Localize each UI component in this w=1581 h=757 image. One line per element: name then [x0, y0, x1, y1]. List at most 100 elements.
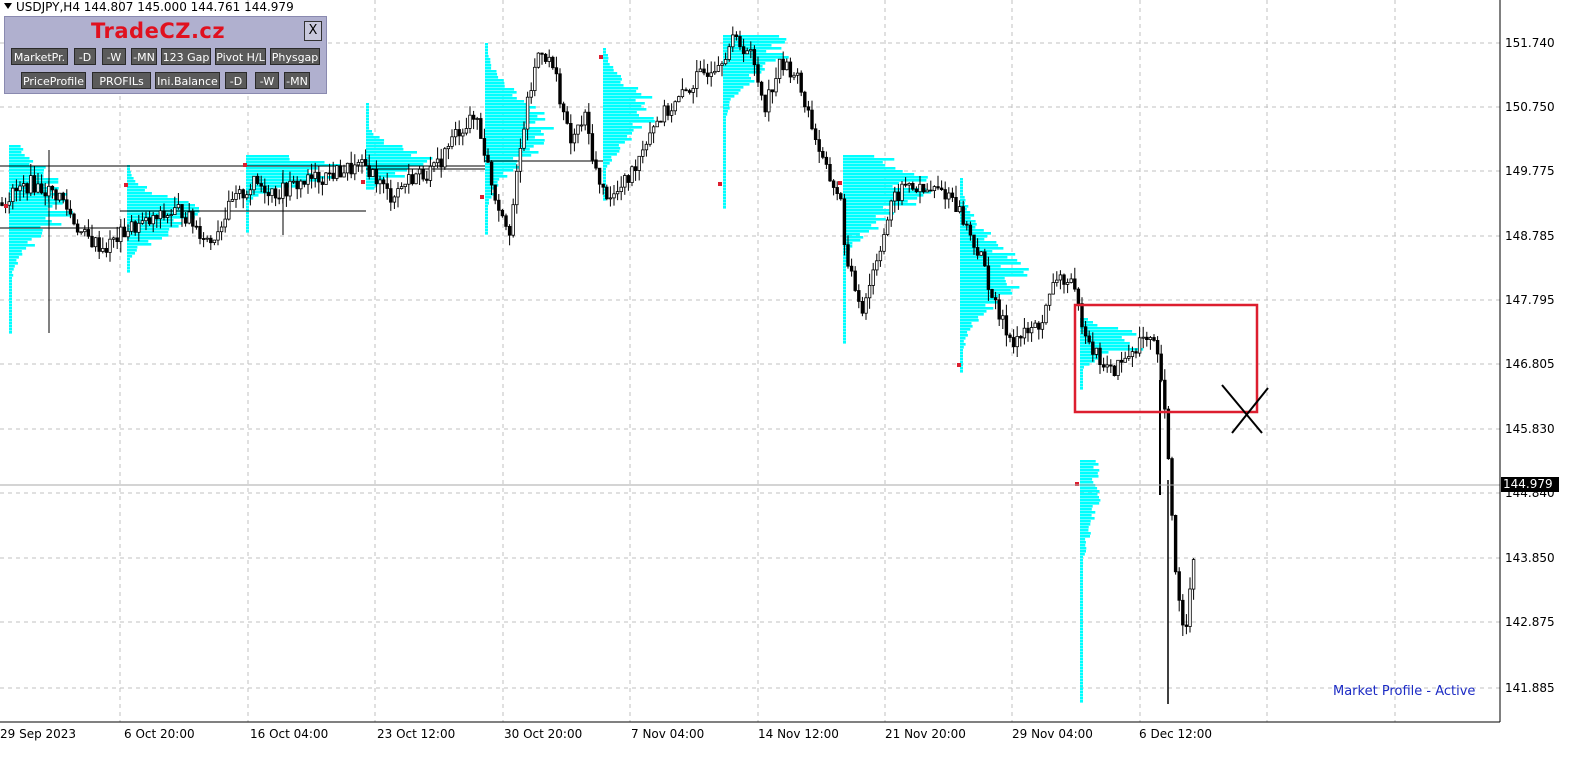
profile-bar: [603, 108, 647, 111]
priceprofile-button[interactable]: PriceProfile: [21, 72, 86, 89]
candle-body: [669, 110, 674, 116]
candle-body: [79, 231, 83, 234]
collapse-triangle-icon[interactable]: [4, 3, 12, 9]
physgap-button[interactable]: Physgap: [270, 48, 320, 65]
profile-bar: [603, 99, 636, 102]
profile-bar: [127, 168, 130, 171]
profile-bar: [960, 349, 963, 352]
candle-body: [486, 154, 490, 163]
profile-bar: [843, 254, 848, 257]
candle-body: [518, 147, 523, 172]
candle-body: [853, 270, 857, 291]
candle-body: [371, 169, 375, 177]
profile-bar: [723, 128, 726, 131]
profile-bar: [603, 129, 634, 132]
profile-bar: [366, 118, 369, 121]
profile-bar: [603, 111, 637, 114]
profils-button[interactable]: PROFILs: [92, 72, 151, 89]
cross-mark-icon[interactable]: [1221, 384, 1269, 434]
profile-bar: [843, 194, 924, 197]
profile-bar: [246, 182, 307, 185]
profile-bar: [723, 143, 726, 146]
candle-body: [929, 189, 933, 192]
profile-bar: [960, 340, 964, 343]
candle-body: [302, 180, 307, 185]
panel-close-button[interactable]: X: [304, 21, 322, 41]
candle-body: [583, 111, 587, 126]
profile-bar: [1080, 688, 1083, 691]
profile-bar: [1080, 366, 1084, 369]
profile-bar: [1080, 460, 1096, 463]
daily-profile-button[interactable]: -D: [225, 72, 247, 89]
candle-body: [90, 235, 94, 248]
candle-body: [198, 225, 202, 239]
profile-bar: [246, 188, 274, 191]
candle-body: [1116, 359, 1120, 376]
candle-body: [623, 175, 627, 188]
profile-bar: [366, 154, 412, 157]
profile-bar: [9, 283, 12, 286]
candle-body: [594, 159, 598, 169]
profile-bar: [9, 316, 12, 319]
profile-bar: [366, 127, 370, 130]
profile-bar: [1080, 562, 1084, 565]
candle-body: [806, 106, 811, 111]
profile-bar: [1080, 625, 1083, 628]
profile-bar: [603, 126, 642, 129]
profile-bar: [246, 200, 251, 203]
profile-bar: [127, 255, 133, 258]
candle-body: [1105, 364, 1109, 368]
profile-bar: [246, 158, 290, 161]
candle-body: [493, 184, 497, 201]
daily-button[interactable]: -D: [74, 48, 96, 65]
candle-body: [122, 226, 127, 238]
candle-body: [317, 171, 321, 183]
candle-body: [1033, 322, 1037, 328]
candle-body: [774, 78, 778, 93]
pivot-hl-button[interactable]: Pivot H/L: [215, 48, 266, 65]
profile-bar: [485, 91, 517, 94]
profile-bar: [485, 202, 489, 205]
candle-body: [356, 161, 361, 166]
profile-bar: [723, 71, 762, 74]
monthly-button[interactable]: -MN: [131, 48, 157, 65]
gap-123-button[interactable]: 123 Gap: [161, 48, 211, 65]
profile-bar: [1080, 550, 1086, 553]
initial-balance-button[interactable]: Ini.Balance: [155, 72, 220, 89]
weekly-profile-button[interactable]: -W: [255, 72, 279, 89]
profile-bar: [843, 224, 872, 227]
candle-body: [975, 247, 980, 256]
profile-bar: [1080, 538, 1086, 541]
candle-body: [788, 61, 793, 78]
profile-bar: [843, 176, 928, 179]
weekly-button[interactable]: -W: [102, 48, 126, 65]
profile-bar: [9, 319, 12, 322]
candle-body: [11, 187, 15, 202]
candle-body: [1148, 337, 1153, 340]
profile-bar: [723, 89, 741, 92]
candle-body: [36, 183, 40, 193]
candle-body: [446, 145, 451, 150]
profile-bar: [960, 193, 963, 196]
candle-body: [612, 193, 616, 199]
profile-bar: [960, 265, 1001, 268]
candle-body: [403, 183, 407, 187]
profile-bar: [723, 86, 744, 89]
profile-bar: [1080, 685, 1083, 688]
candle-body: [846, 244, 850, 267]
candle-body: [205, 237, 209, 240]
profile-bar: [960, 301, 1001, 304]
candle-body: [144, 217, 148, 222]
profile-bar: [603, 165, 608, 168]
candle-body: [435, 158, 440, 164]
profile-bar: [1080, 336, 1122, 339]
profile-bar: [9, 286, 12, 289]
candle-body: [907, 182, 911, 186]
highlight-rectangle[interactable]: [1073, 303, 1259, 414]
candle-body: [810, 109, 814, 130]
monthly-profile-button[interactable]: -MN: [284, 72, 310, 89]
marketprofile-button[interactable]: MarketPr.: [11, 48, 68, 65]
profile-bar: [9, 295, 12, 298]
profile-bar: [960, 298, 995, 301]
